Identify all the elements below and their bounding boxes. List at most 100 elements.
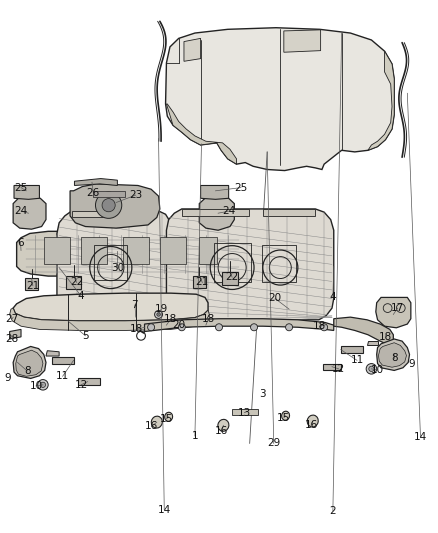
Text: 19: 19 [155, 304, 168, 314]
Text: 18: 18 [313, 321, 326, 331]
Text: 15: 15 [277, 413, 290, 423]
Circle shape [38, 379, 48, 390]
Text: 27: 27 [6, 314, 19, 324]
Polygon shape [334, 317, 393, 345]
Polygon shape [66, 276, 81, 289]
Polygon shape [232, 409, 258, 415]
Text: 18: 18 [379, 332, 392, 342]
Polygon shape [263, 209, 315, 216]
Polygon shape [367, 341, 378, 345]
Polygon shape [72, 211, 110, 217]
Bar [262, 245, 296, 282]
Text: 24: 24 [223, 206, 236, 216]
Polygon shape [378, 343, 406, 367]
Text: 16: 16 [304, 421, 318, 430]
Circle shape [178, 324, 185, 331]
Text: 7: 7 [131, 300, 138, 310]
Text: 29: 29 [267, 439, 280, 448]
Polygon shape [376, 297, 411, 328]
Bar [199, 237, 217, 264]
Polygon shape [13, 196, 46, 229]
Text: 16: 16 [145, 422, 158, 431]
Polygon shape [166, 209, 334, 320]
Text: 14: 14 [414, 432, 427, 442]
Bar [123, 237, 149, 264]
Ellipse shape [282, 411, 290, 420]
Circle shape [369, 366, 374, 372]
Circle shape [215, 324, 223, 331]
Circle shape [321, 324, 328, 331]
Polygon shape [341, 346, 363, 353]
Circle shape [40, 382, 46, 387]
Polygon shape [14, 185, 39, 199]
Bar [214, 243, 251, 282]
Polygon shape [377, 339, 410, 370]
Text: 10: 10 [29, 381, 42, 391]
Text: 2: 2 [329, 506, 336, 515]
Text: 9: 9 [4, 374, 11, 383]
Polygon shape [25, 278, 38, 290]
Polygon shape [46, 351, 59, 356]
Circle shape [366, 364, 377, 374]
Text: 24: 24 [14, 206, 28, 216]
Text: 11: 11 [350, 356, 364, 365]
Polygon shape [193, 276, 206, 288]
Text: 6: 6 [17, 238, 24, 247]
Text: 22: 22 [70, 278, 83, 287]
Polygon shape [284, 30, 321, 52]
Text: 17: 17 [391, 303, 404, 313]
Polygon shape [182, 209, 249, 216]
Text: 8: 8 [24, 366, 31, 376]
Text: 18: 18 [164, 314, 177, 324]
Polygon shape [17, 231, 244, 276]
Polygon shape [16, 350, 43, 376]
Circle shape [251, 324, 258, 331]
Circle shape [148, 324, 155, 331]
Ellipse shape [165, 413, 173, 421]
Text: 20: 20 [268, 294, 282, 303]
Text: 25: 25 [234, 183, 247, 192]
Text: 1: 1 [191, 431, 198, 441]
Polygon shape [145, 319, 334, 332]
Text: 15: 15 [160, 414, 173, 424]
Text: 18: 18 [130, 325, 143, 334]
Polygon shape [368, 51, 394, 150]
Text: 20: 20 [172, 320, 185, 330]
Polygon shape [166, 28, 394, 171]
Text: 12: 12 [332, 364, 345, 374]
Text: 22: 22 [226, 272, 239, 282]
Circle shape [155, 311, 162, 318]
Circle shape [102, 199, 115, 212]
Ellipse shape [218, 419, 229, 431]
Polygon shape [13, 346, 46, 378]
Text: 12: 12 [74, 380, 88, 390]
Polygon shape [74, 179, 117, 185]
Ellipse shape [151, 416, 162, 428]
Text: 23: 23 [129, 190, 142, 200]
Circle shape [286, 324, 293, 331]
Text: 30: 30 [111, 263, 124, 272]
Text: 5: 5 [82, 331, 89, 341]
Text: 4: 4 [329, 293, 336, 302]
Text: 28: 28 [6, 334, 19, 344]
Circle shape [95, 192, 122, 219]
Text: 14: 14 [158, 505, 171, 514]
Text: 26: 26 [87, 188, 100, 198]
Text: 13: 13 [238, 408, 251, 417]
Polygon shape [166, 104, 237, 164]
Polygon shape [201, 185, 229, 199]
Polygon shape [222, 272, 238, 285]
Polygon shape [57, 211, 173, 317]
Polygon shape [70, 184, 160, 228]
Text: 3: 3 [259, 390, 266, 399]
Polygon shape [323, 364, 341, 370]
Circle shape [157, 313, 160, 316]
Polygon shape [13, 293, 208, 321]
Text: 18: 18 [202, 314, 215, 324]
Bar [81, 237, 107, 264]
Polygon shape [78, 378, 100, 385]
Text: 10: 10 [371, 365, 384, 375]
Polygon shape [184, 38, 201, 61]
Polygon shape [52, 357, 74, 364]
Text: 11: 11 [56, 372, 69, 381]
